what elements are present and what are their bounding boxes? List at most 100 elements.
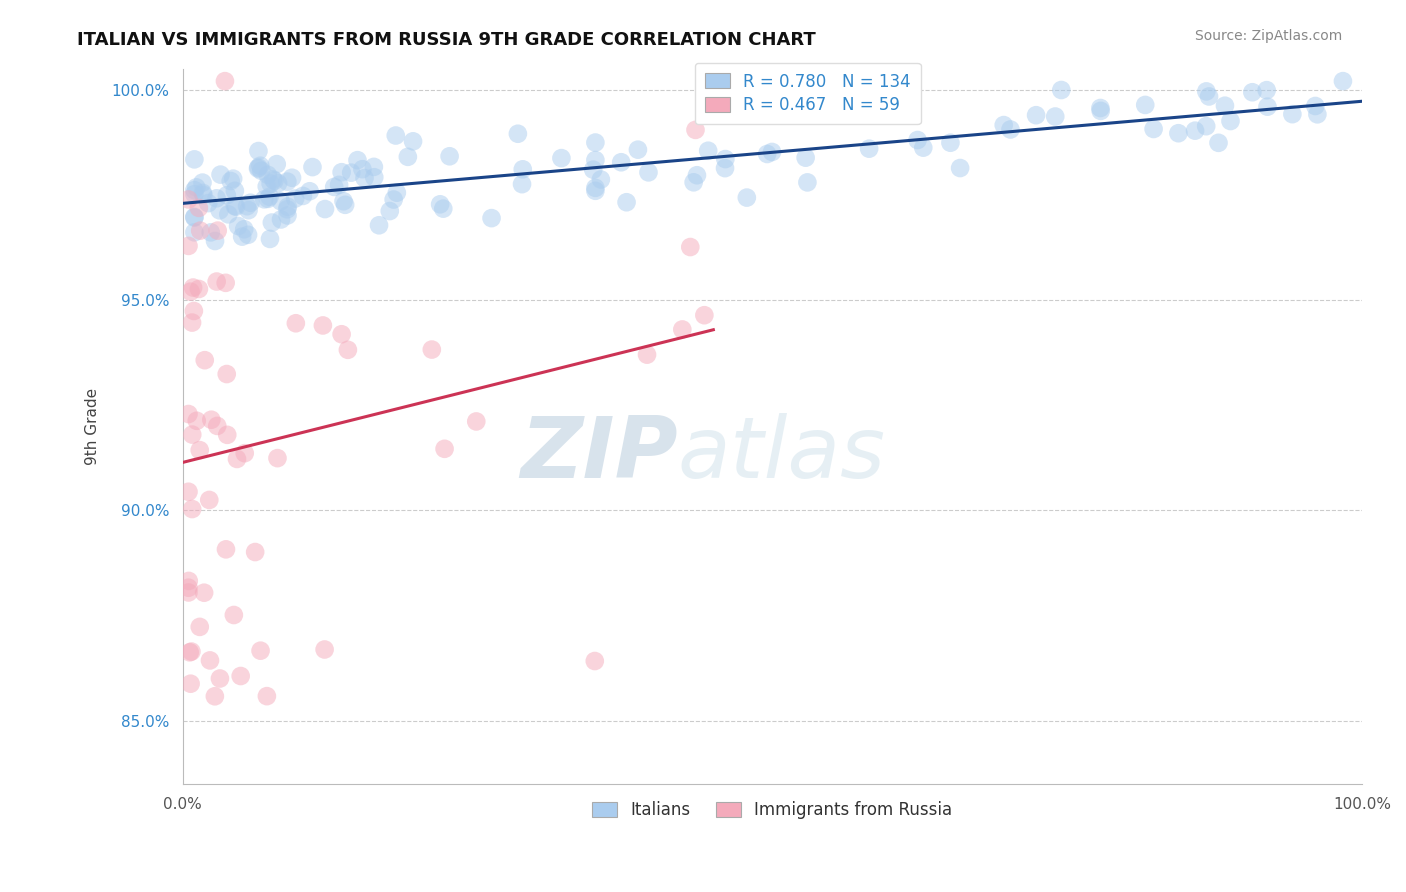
Point [208, 672, 231, 686]
Point [200, 413, 222, 427]
Point [266, 451, 288, 466]
Point [266, 157, 288, 171]
Point [1090, 103, 1112, 118]
Point [583, 181, 606, 195]
Point [1184, 123, 1206, 137]
Point [177, 407, 200, 421]
Point [183, 304, 205, 318]
Text: ITALIAN VS IMMIGRANTS FROM RUSSIA 9TH GRADE CORRELATION CHART: ITALIAN VS IMMIGRANTS FROM RUSSIA 9TH GR… [77, 31, 815, 49]
Point [735, 191, 758, 205]
Point [907, 133, 929, 147]
Point [1305, 99, 1327, 113]
Point [188, 224, 211, 238]
Point [233, 222, 256, 236]
Point [281, 170, 304, 185]
Point [215, 367, 238, 381]
Point [270, 194, 292, 209]
Point [219, 174, 242, 188]
Point [330, 165, 353, 179]
Point [714, 161, 737, 175]
Point [340, 166, 363, 180]
Point [1208, 136, 1230, 150]
Point [222, 171, 245, 186]
Point [181, 316, 204, 330]
Point [433, 442, 456, 456]
Point [284, 316, 307, 330]
Point [1195, 84, 1218, 98]
Point [679, 240, 702, 254]
Point [1135, 98, 1157, 112]
Point [256, 179, 278, 194]
Point [204, 234, 226, 248]
Point [267, 176, 290, 190]
Point [194, 353, 217, 368]
Point [583, 654, 606, 668]
Point [1213, 99, 1236, 113]
Point [208, 203, 231, 218]
Point [250, 163, 273, 178]
Point [1050, 83, 1073, 97]
Point [312, 318, 335, 333]
Point [1167, 126, 1189, 140]
Point [233, 446, 256, 460]
Point [256, 689, 278, 703]
Point [197, 196, 219, 211]
Point [193, 585, 215, 599]
Point [259, 190, 281, 204]
Point [215, 542, 238, 557]
Point [207, 418, 229, 433]
Point [939, 136, 962, 150]
Point [181, 427, 204, 442]
Point [993, 118, 1015, 132]
Point [1195, 119, 1218, 133]
Legend: Italians, Immigrants from Russia: Italians, Immigrants from Russia [586, 794, 959, 825]
Point [1281, 107, 1303, 121]
Point [183, 153, 205, 167]
Point [682, 175, 704, 189]
Point [180, 644, 202, 658]
Point [465, 414, 488, 428]
Point [229, 669, 252, 683]
Point [1256, 83, 1278, 97]
Point [198, 653, 221, 667]
Point [179, 645, 201, 659]
Point [239, 195, 262, 210]
Point [671, 322, 693, 336]
Point [183, 225, 205, 239]
Point [363, 170, 385, 185]
Point [506, 127, 529, 141]
Point [550, 151, 572, 165]
Point [247, 144, 270, 158]
Point [259, 177, 281, 191]
Point [247, 161, 270, 175]
Point [363, 160, 385, 174]
Point [314, 202, 336, 216]
Point [583, 184, 606, 198]
Point [187, 282, 209, 296]
Point [589, 172, 612, 186]
Point [263, 174, 285, 188]
Point [177, 581, 200, 595]
Point [761, 145, 783, 159]
Point [205, 191, 228, 205]
Point [191, 176, 214, 190]
Point [301, 160, 323, 174]
Point [222, 607, 245, 622]
Point [429, 197, 451, 211]
Point [215, 276, 238, 290]
Point [1000, 122, 1022, 136]
Point [186, 180, 208, 194]
Point [188, 443, 211, 458]
Point [402, 134, 425, 148]
Point [949, 161, 972, 175]
Point [226, 219, 249, 233]
Point [256, 168, 278, 182]
Point [236, 199, 259, 213]
Point [209, 168, 232, 182]
Point [193, 188, 215, 202]
Point [183, 211, 205, 225]
Point [912, 141, 935, 155]
Point [186, 414, 208, 428]
Point [328, 178, 350, 192]
Point [291, 189, 314, 203]
